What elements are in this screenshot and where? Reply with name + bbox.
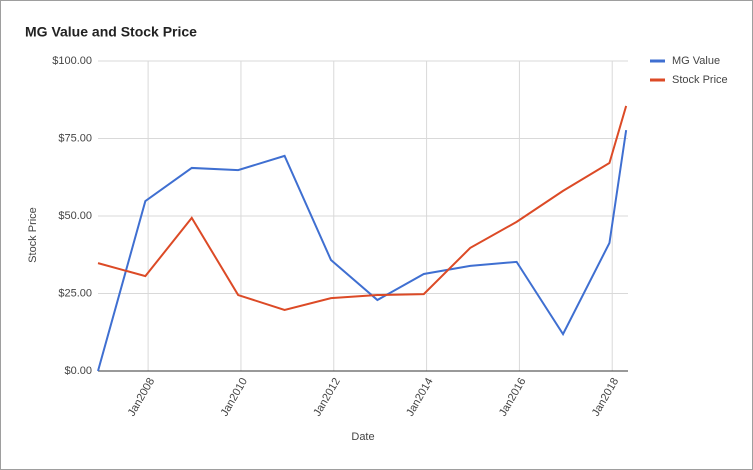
y-tick-label: $100.00 — [52, 55, 92, 67]
legend-label: MG Value — [672, 55, 720, 67]
y-tick-label: $0.00 — [64, 365, 92, 377]
y-tick-label: $50.00 — [58, 210, 92, 222]
y-axis-label: Stock Price — [27, 207, 39, 263]
y-tick-label: $25.00 — [58, 287, 92, 299]
legend-label: Stock Price — [672, 74, 728, 86]
x-axis-label: Date — [351, 431, 374, 443]
chart-title: MG Value and Stock Price — [25, 24, 197, 40]
series-line — [97, 105, 628, 311]
y-tick-label: $75.00 — [58, 132, 92, 144]
series-line — [97, 129, 628, 372]
